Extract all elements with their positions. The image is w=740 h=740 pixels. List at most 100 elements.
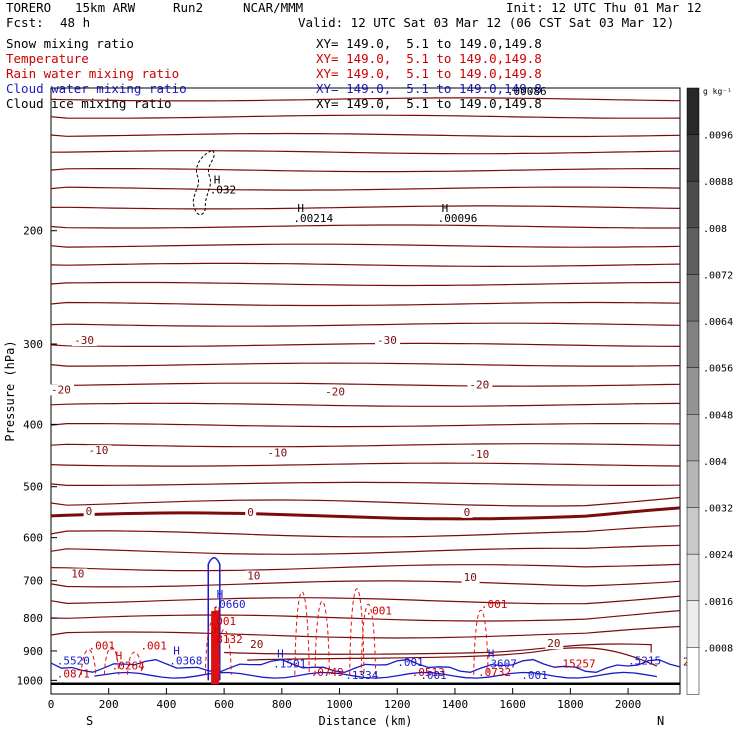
model-run: Run2	[173, 0, 204, 15]
isotherm-label: 10	[464, 571, 477, 584]
isotherm-line	[50, 506, 681, 521]
colorbar-segment	[686, 367, 700, 416]
y-tick-label: 800	[23, 612, 43, 625]
isotherm-label-bg	[86, 445, 112, 457]
rain-core-segment	[211, 668, 220, 674]
x-tick-label: 1400	[442, 698, 469, 711]
isotherm-label-bg	[245, 506, 257, 518]
colorbar-segment	[686, 647, 700, 695]
rain-core-segment	[211, 650, 220, 656]
maximum-marker: H	[214, 173, 221, 186]
isotherm-line	[50, 625, 681, 639]
isotherm-label-bg	[69, 568, 88, 580]
isotherm-label: 0	[464, 506, 471, 519]
maximum-label: .001	[521, 669, 548, 682]
isotherm-label: -30	[74, 334, 94, 347]
isotherm-label: 10	[71, 568, 84, 581]
colorbar-segment	[686, 134, 700, 182]
y-tick-label: 300	[23, 338, 43, 351]
forecast-hour: 48 h	[60, 15, 91, 30]
field-rain: Rain water mixing ratio	[6, 66, 180, 81]
isotherm-line	[247, 647, 658, 667]
isotherm-line	[50, 362, 681, 367]
maximum-label: .1501	[273, 658, 306, 671]
isotherm-line	[50, 402, 681, 407]
field-snow: Snow mixing ratio	[6, 36, 134, 51]
maximum-label: .5215	[628, 655, 661, 668]
isotherm-label-bg	[545, 638, 564, 650]
x-tick-label: 0	[48, 698, 55, 711]
maximum-label: .0732	[478, 666, 511, 679]
colorbar-tick-label: .0096	[703, 131, 733, 142]
rain-core-segment	[211, 647, 220, 653]
isotherm-line	[50, 132, 681, 138]
rain-core-segment	[211, 639, 220, 645]
x-tick-label: 400	[156, 698, 176, 711]
isotherm-label-bg	[467, 379, 493, 391]
isotherm-line	[50, 262, 681, 268]
maximum-marker: H	[488, 648, 495, 661]
isotherm-label: -10	[469, 448, 489, 461]
init-time: Init: 12 UTC Thu 01 Mar 12	[506, 0, 702, 15]
isotherm-line	[50, 496, 681, 507]
isotherm-line	[50, 443, 681, 448]
isotherm-line	[50, 243, 681, 248]
maximum-marker: H	[277, 648, 284, 661]
rain-core-segment	[211, 672, 220, 678]
y-tick-label: 900	[23, 645, 43, 658]
x-tick-label: 1800	[557, 698, 584, 711]
colorbar-segment	[686, 320, 700, 369]
valid-time: Valid: 12 UTC Sat 03 Mar 12 (06 CST Sat …	[298, 15, 675, 30]
isotherm-line	[50, 423, 681, 428]
isotherm-line	[50, 150, 681, 155]
isotherm-label-bg	[461, 506, 473, 518]
rain-core-segment	[211, 643, 220, 649]
rain-water-contour	[349, 588, 365, 675]
isotherm-line	[50, 610, 681, 622]
isotherm-label-bg	[83, 505, 95, 517]
isotherm-line	[50, 301, 681, 307]
maximum-label: .0513	[412, 666, 445, 679]
isotherm-line	[50, 114, 681, 119]
rain-water-contour	[294, 591, 310, 675]
colorbar-segment	[686, 87, 700, 136]
isotherm-line	[50, 544, 681, 555]
rain-core-segment	[211, 610, 220, 616]
cloud-water-layer	[50, 658, 681, 673]
colorbar-tick-label: .004	[703, 457, 727, 468]
x-tick-label: 1600	[499, 698, 526, 711]
isotherm-line	[224, 643, 652, 655]
maximum-label: .0660	[213, 598, 246, 611]
maximum-marker: H	[442, 202, 449, 215]
colorbar-tick-label: .0016	[703, 597, 733, 608]
isotherm-label-bg	[375, 334, 401, 346]
y-tick-label: 400	[23, 418, 43, 431]
rain-water-contour	[314, 601, 330, 675]
x-tick-label: 2000	[615, 698, 642, 711]
x-tick-label: 1200	[384, 698, 411, 711]
maximum-label: .5520	[57, 655, 90, 668]
rain-core-segment	[211, 623, 220, 629]
y-tick-label: 700	[23, 575, 43, 588]
y-tick-label: 500	[23, 481, 43, 494]
y-tick-label: 600	[23, 532, 43, 545]
maximum-label: .00096	[438, 212, 478, 225]
isotherm-line	[50, 168, 681, 173]
x-tick-label: 600	[214, 698, 234, 711]
colorbar-tick-label: .0048	[703, 410, 733, 421]
rain-core-segment	[211, 675, 220, 681]
xy-range-snow: XY= 149.0, 5.1 to 149.0,149.8	[316, 36, 542, 51]
isotherm-label: 0	[86, 505, 93, 518]
rain-core-segment	[211, 661, 220, 667]
maximum-label: .15257	[556, 658, 596, 671]
isotherm-line	[50, 382, 681, 387]
colorbar-segment	[686, 227, 700, 276]
isotherm-line	[50, 481, 681, 486]
colorbar-tick-label: .0088	[703, 177, 733, 188]
isotherm-label: 20	[250, 638, 263, 651]
maximum-marker: H	[214, 623, 221, 636]
left-end-label: S	[86, 714, 93, 728]
colorbar-tick-label: .0008	[703, 643, 733, 654]
colorbar-segment	[686, 180, 700, 229]
cloud-ice-contour	[192, 149, 215, 216]
